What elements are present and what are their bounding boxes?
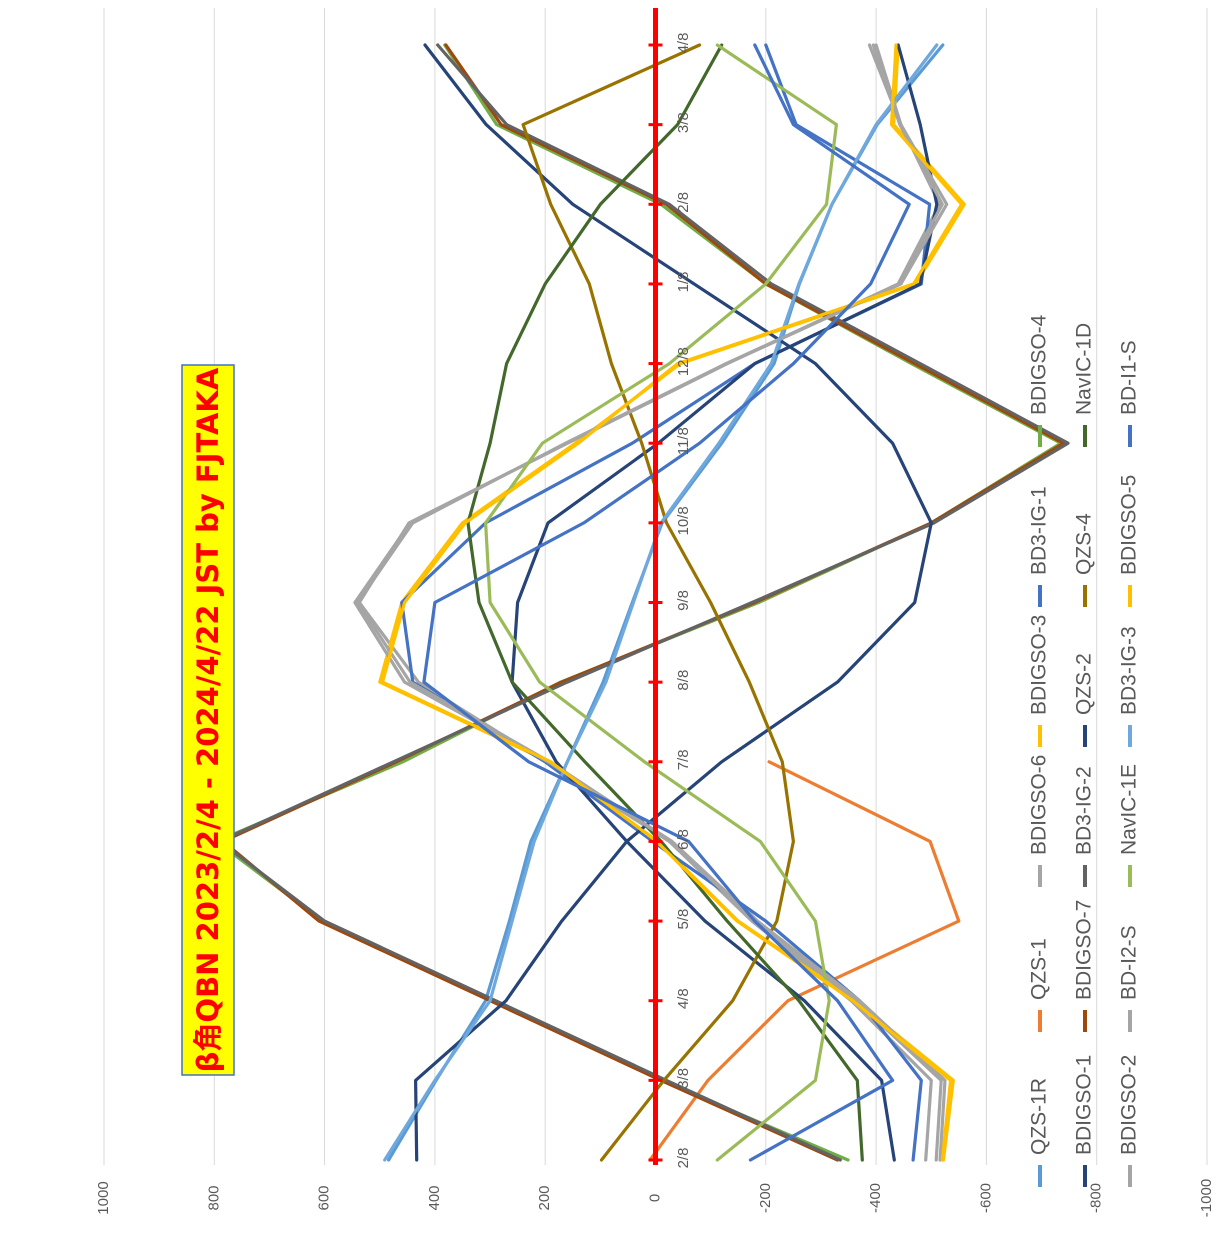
value-tick-label: -600 [977,1183,994,1213]
value-tick-label: 1000 [95,1181,112,1214]
value-tick-labels: 1000 800 600 400 200 0 -200 -400 -600 -800 -1000 [95,1179,1215,1217]
date-tick-label: 3/8 [675,112,692,133]
legend-entry: BDIGSO-6 [1028,755,1051,887]
legend: QZS-1R QZS-1 BDIGSO-6 BDIGSO-3 BD3-IG-1 BDIGS… [1028,314,1141,1187]
value-tick-label: 400 [426,1185,443,1210]
series-line-bd-i2-s [356,43,944,1162]
legend-entry: BDIGSO-3 [1028,615,1051,747]
legend-entry: BD3-IG-1 [1028,486,1051,607]
date-tick-label: 4/8 [675,33,692,54]
value-tick-label: 600 [316,1185,333,1210]
legend-entry: QZS-1 [1028,938,1051,1032]
legend-entry: QZS-2 [1073,653,1096,747]
legend-label: NavIC-1D [1073,323,1096,415]
legend-label: BD3-IG-3 [1118,626,1141,715]
value-tick-label: 0 [646,1194,663,1202]
series-line-navic-1d [466,43,864,1162]
legend-entry: QZS-4 [1073,513,1096,607]
legend-label: BDIGSO-6 [1028,755,1051,855]
legend-entry: BD-I2-S [1118,925,1141,1032]
value-tick-label: -1000 [1198,1179,1215,1217]
value-tick-label: 200 [536,1185,553,1210]
legend-entry: BDIGSO-7 [1073,900,1096,1032]
legend-label: QZS-1 [1028,938,1051,1000]
legend-label: BDIGSO-7 [1073,900,1096,1000]
value-tick-label: 800 [205,1185,222,1210]
legend-entry: NavIC-1E [1118,764,1141,887]
chart-title: β角QBN 2023/2/4 - 2024/4/22 JST by FJTAKA [191,367,225,1072]
date-tick-label: 11/8 [675,427,692,455]
legend-label: BD3-IG-1 [1028,486,1051,575]
date-tick-label: 5/8 [675,909,692,930]
legend-label: BD-I1-S [1118,340,1141,415]
legend-label: BDIGSO-1 [1073,1055,1096,1155]
legend-entry: BD-I1-S [1118,340,1141,447]
date-tick-label: 2/8 [675,1148,692,1169]
legend-entry: BDIGSO-4 [1028,314,1051,447]
date-tick-label: 10/8 [675,506,692,535]
legend-label: QZS-4 [1073,513,1096,575]
legend-label: BDIGSO-4 [1028,314,1051,415]
date-tick-label: 2/8 [675,192,692,213]
date-tick-label: 3/8 [675,1068,692,1089]
value-tick-label: -400 [867,1183,884,1213]
legend-entry: BDIGSO-5 [1118,475,1141,607]
legend-entry: NavIC-1D [1073,323,1096,447]
series-line-navic-1e [484,43,839,1162]
date-tick-label: 6/8 [675,829,692,850]
series-line-bd3-ig-2 [218,43,1070,1162]
date-tick-label: 12/8 [675,347,692,376]
series-lines [214,43,1070,1162]
series-line-bdigso-5 [380,43,964,1162]
date-tick-label: 4/8 [675,988,692,1009]
date-tick-label: 7/8 [675,749,692,770]
series-line-qzs-4 [521,43,796,1162]
legend-entry: BDIGSO-1 [1073,1055,1096,1187]
legend-entry: BD3-IG-2 [1073,766,1096,887]
legend-label: BDIGSO-2 [1118,1055,1141,1155]
legend-label: BD3-IG-2 [1073,766,1096,855]
date-tick-label: 9/8 [675,590,692,611]
date-tick-label: 8/8 [675,670,692,691]
legend-label: QZS-1R [1028,1078,1051,1155]
legend-label: QZS-2 [1073,653,1096,715]
series-line-bd-i1-s [422,43,911,1162]
series-line-qzs-2 [414,43,933,1162]
legend-label: BDIGSO-3 [1028,615,1051,715]
value-tick-label: -200 [757,1183,774,1213]
legend-label: BDIGSO-5 [1118,475,1141,575]
value-tick-label: -800 [1088,1183,1105,1213]
zero-axis [648,8,663,1165]
legend-entry: BD3-IG-3 [1118,626,1141,747]
series-line-bd3-ig-3 [383,43,939,1162]
legend-entry: QZS-1R [1028,1078,1051,1187]
date-tick-label: 1/8 [675,271,692,292]
title-box: β角QBN 2023/2/4 - 2024/4/22 JST by FJTAKA [181,364,235,1076]
date-tick-labels: 2/8 3/8 4/8 5/8 6/8 7/8 8/8 9/8 10/8 11/8 12/8 1/8 2… [675,33,692,1169]
legend-entry: BDIGSO-2 [1118,1055,1141,1187]
legend-label: NavIC-1E [1118,764,1141,855]
legend-label: BD-I2-S [1118,925,1141,1000]
